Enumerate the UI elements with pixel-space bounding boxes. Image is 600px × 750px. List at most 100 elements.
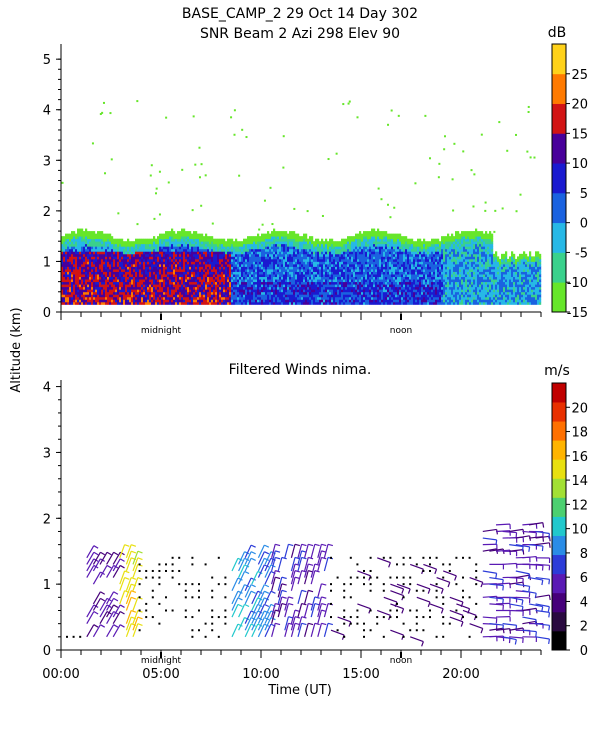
wind-calm-point	[158, 569, 161, 572]
wind-calm-point	[165, 596, 167, 599]
wind-barb	[376, 609, 391, 616]
snr-time-marker-midnight: midnight	[141, 326, 182, 336]
wind-barb	[317, 583, 323, 598]
wind-calm-point	[369, 589, 372, 592]
winds-x-tick-label: 10:00	[242, 667, 279, 682]
wind-barb	[257, 597, 265, 611]
winds-colorbar-tick-label: 14	[571, 474, 588, 489]
wind-barb	[310, 596, 316, 611]
wind-barb	[132, 597, 139, 611]
winds-colorbar-swatch	[552, 440, 566, 460]
wind-barb	[238, 604, 246, 618]
wind-calm-point	[349, 622, 352, 625]
wind-calm-point	[415, 609, 418, 612]
wind-calm-point	[402, 622, 405, 625]
wind-barb	[119, 570, 126, 585]
wind-barb	[119, 544, 126, 559]
wind-calm-point	[336, 576, 339, 579]
wind-barb	[310, 570, 316, 585]
wind-barb	[257, 584, 265, 598]
wind-barb	[264, 551, 272, 565]
wind-calm-point	[363, 635, 365, 638]
wind-calm-point	[396, 563, 398, 566]
winds-y-tick-label: 1	[43, 578, 51, 593]
wind-calm-point	[158, 576, 161, 579]
wind-calm-point	[389, 556, 392, 559]
winds-y-tick-label: 0	[43, 644, 51, 659]
wind-barb	[257, 590, 265, 605]
wind-barb	[297, 590, 303, 605]
wind-barb	[125, 623, 132, 638]
wind-calm-point	[356, 622, 359, 625]
wind-barb	[244, 590, 252, 605]
wind-barbs	[66, 522, 551, 647]
wind-calm-point	[402, 596, 405, 599]
wind-barb	[106, 611, 115, 624]
wind-calm-point	[204, 635, 207, 638]
wind-barb	[251, 617, 259, 631]
winds-colorbar-tick-label: 16	[571, 450, 588, 465]
wind-barb	[86, 551, 95, 565]
wind-calm-point	[343, 616, 346, 619]
wind-barb	[119, 590, 126, 605]
wind-calm-point	[363, 583, 365, 586]
wind-calm-point	[145, 576, 148, 579]
wind-barb	[495, 602, 511, 605]
wind-calm-point	[442, 635, 445, 638]
wind-calm-point	[171, 576, 174, 579]
wind-barb	[231, 623, 239, 638]
snr-colorbar-swatch	[552, 252, 566, 283]
wind-barb	[495, 582, 511, 585]
wind-calm-point	[198, 609, 200, 612]
wind-barb	[119, 577, 126, 591]
wind-barb	[112, 558, 121, 572]
wind-calm-point	[429, 556, 431, 559]
winds-x-tick-label: 20:00	[442, 667, 479, 682]
snr-colorbar-swatch	[552, 133, 566, 164]
wind-calm-point	[475, 563, 478, 566]
snr-colorbar-tick-label: 25	[571, 68, 588, 83]
wind-barb	[509, 603, 524, 608]
wind-calm-point	[448, 563, 451, 566]
wind-calm-point	[330, 556, 332, 559]
wind-barb	[92, 591, 101, 605]
winds-chart-title: Filtered Winds nima.	[229, 362, 372, 378]
wind-barb	[489, 596, 504, 600]
wind-barb	[277, 557, 283, 572]
wind-barb	[304, 544, 309, 558]
wind-calm-point	[415, 563, 418, 566]
wind-calm-point	[211, 576, 214, 579]
wind-calm-point	[455, 609, 458, 612]
winds-colorbar-swatch	[552, 535, 566, 556]
wind-calm-point	[448, 569, 451, 572]
wind-calm-point	[343, 583, 346, 586]
wind-calm-point	[356, 563, 359, 566]
winds-colorbar-swatch	[552, 421, 566, 441]
wind-calm-point	[178, 569, 181, 572]
wind-calm-point	[389, 576, 392, 579]
wind-calm-point	[382, 556, 385, 559]
wind-barb	[495, 615, 511, 618]
wind-calm-point	[165, 569, 167, 572]
wind-calm-point	[151, 616, 154, 619]
wind-barb	[125, 577, 132, 591]
snr-y-tick-label: 0	[43, 306, 51, 321]
snr-y-tick-label: 3	[43, 154, 51, 169]
wind-barb	[482, 570, 497, 574]
wind-calm-point	[369, 576, 372, 579]
wind-calm-point	[468, 556, 471, 559]
wind-barb	[489, 576, 504, 581]
wind-barb	[317, 550, 323, 565]
wind-barb	[125, 597, 132, 611]
snr-colorbar-swatch	[552, 282, 566, 313]
winds-colorbar-swatch	[552, 573, 566, 594]
wind-barb	[528, 603, 543, 608]
wind-barb	[257, 623, 265, 638]
wind-barb	[290, 609, 296, 624]
wind-calm-point	[145, 569, 148, 572]
wind-calm-point	[184, 616, 187, 619]
wind-calm-point	[462, 556, 464, 559]
wind-barb	[231, 558, 239, 572]
snr-colorbar-tick-label: -5	[575, 246, 588, 261]
wind-barb	[290, 623, 296, 637]
